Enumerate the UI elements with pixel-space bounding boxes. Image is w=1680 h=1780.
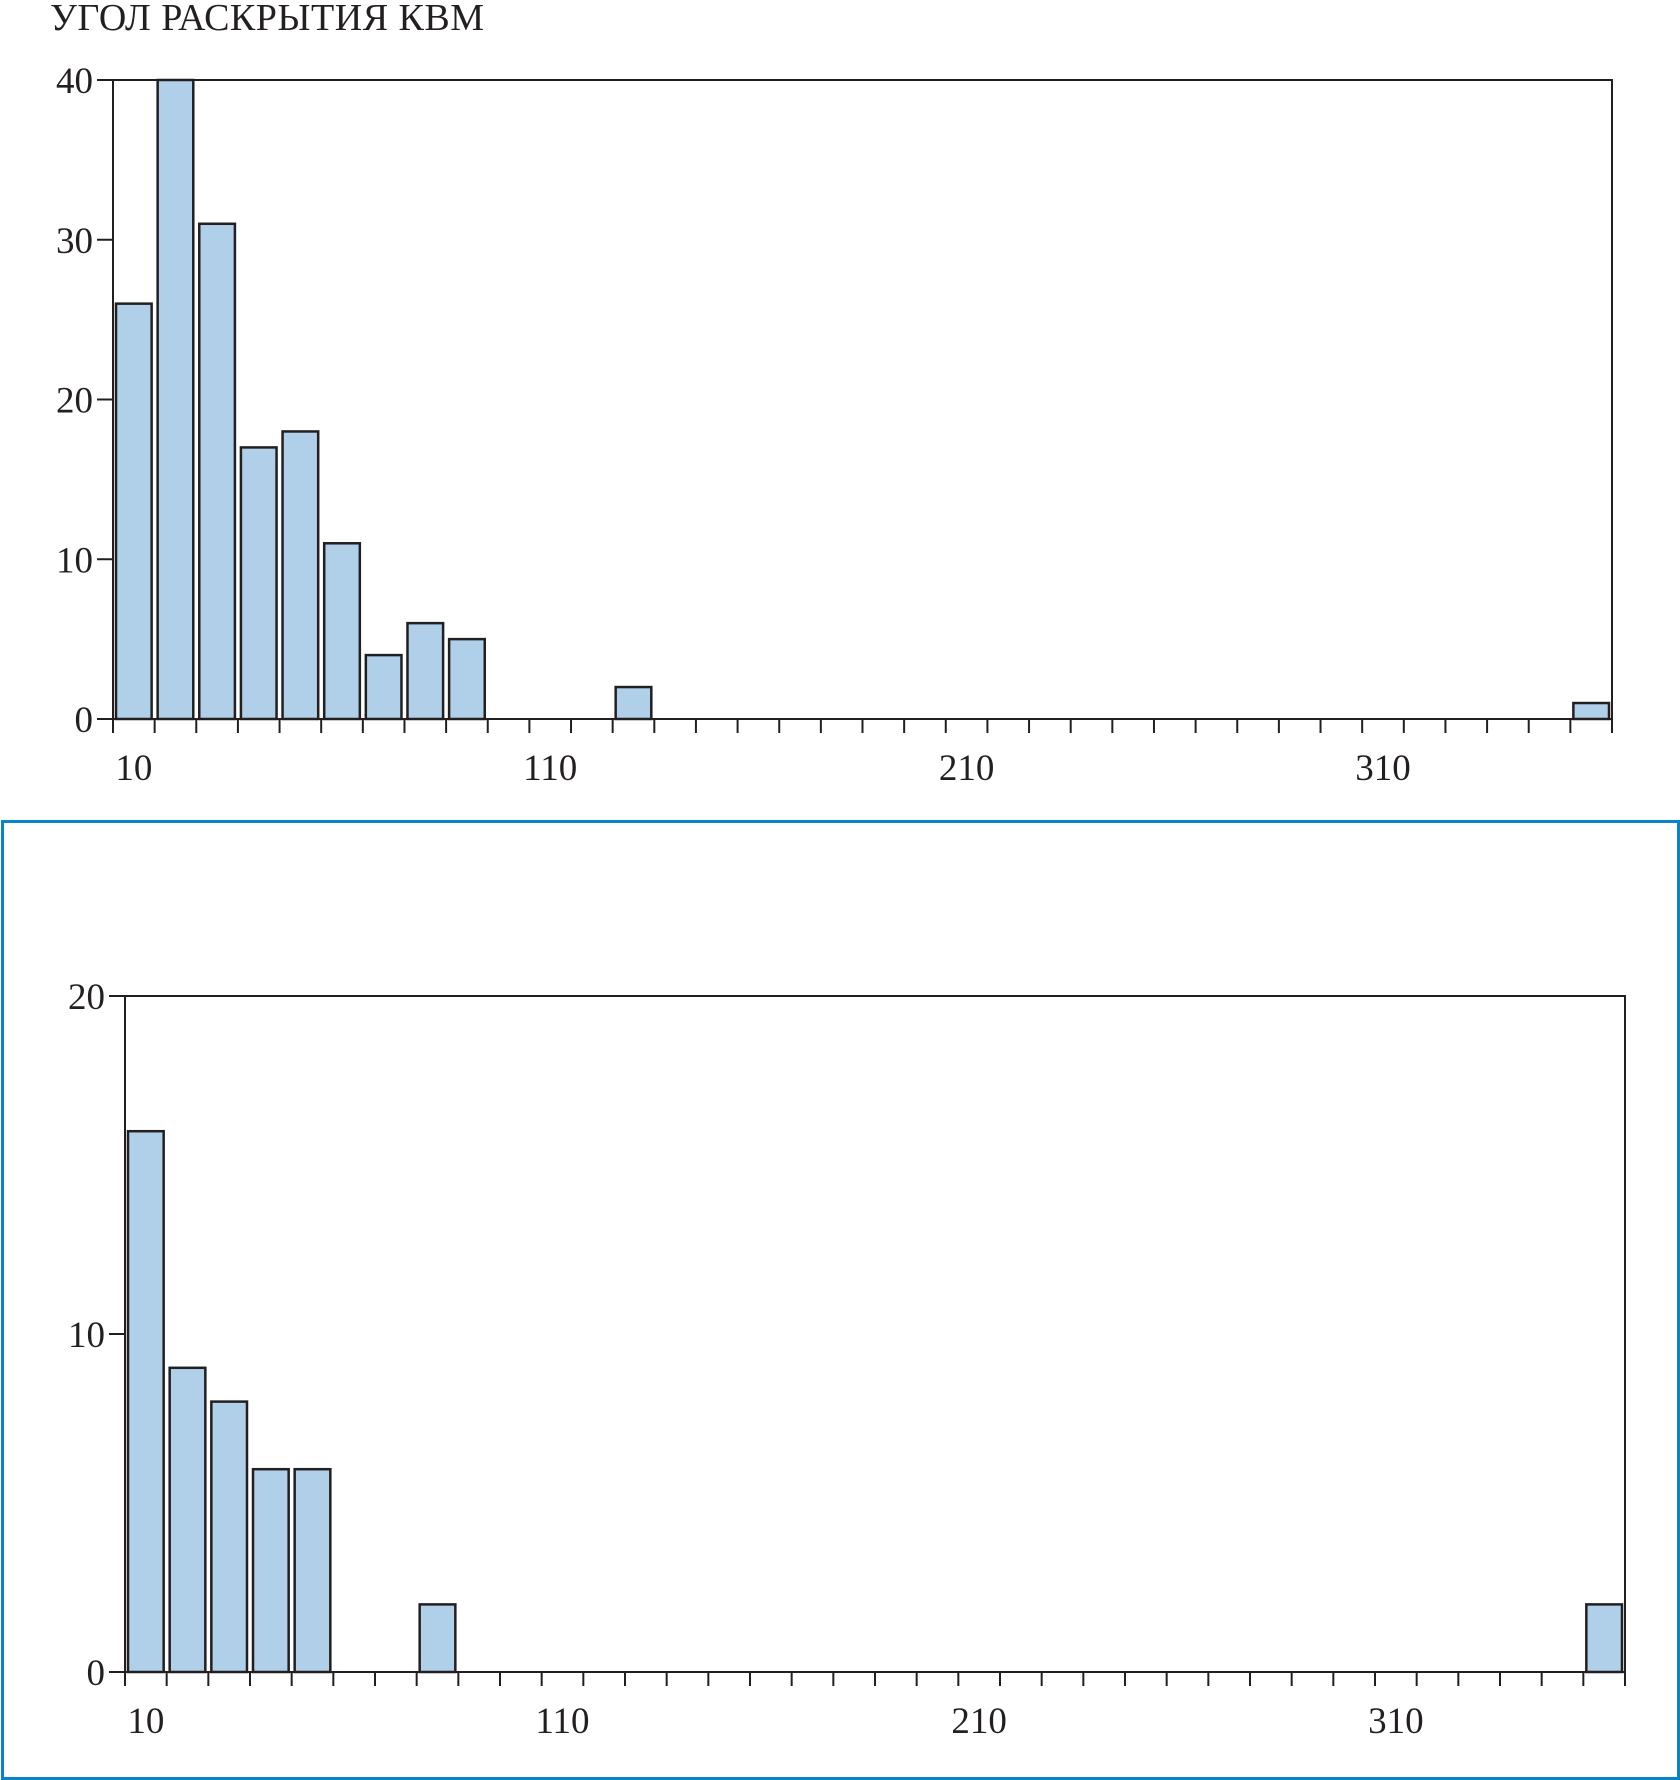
bar [447, 637, 487, 721]
bar [251, 1467, 290, 1674]
bar [364, 653, 403, 721]
y-tick-label: 40 [56, 61, 93, 102]
bar [1585, 1603, 1624, 1674]
x-tick-label: 10 [115, 748, 152, 789]
bar [156, 78, 195, 721]
y-tick-label: 0 [87, 1653, 106, 1694]
bar [1572, 701, 1611, 721]
x-tick-label: 10 [127, 1701, 164, 1742]
chart-title: УГОЛ РАСКРЫТИЯ КВМ [50, 0, 485, 39]
y-tick-label: 0 [75, 700, 94, 741]
bar [210, 1400, 249, 1674]
bar [418, 1603, 457, 1674]
plot-frame [124, 995, 1626, 1673]
x-tick-label: 110 [523, 748, 577, 789]
bar [239, 446, 278, 721]
bar [114, 302, 153, 721]
y-tick-label: 10 [68, 1315, 105, 1356]
chart-2: 10 110 210 310 0 10 20 [68, 977, 1626, 1742]
bar [406, 621, 445, 721]
bar [281, 430, 320, 721]
x-tick-label: 210 [951, 1701, 1007, 1742]
y-tick-label: 10 [56, 540, 93, 581]
chart-1: 10 110 210 310 0 10 20 30 40 [56, 61, 1613, 789]
y-tick-label: 20 [68, 977, 105, 1018]
y-tick-label: 20 [56, 381, 93, 422]
bar [198, 222, 237, 721]
bar [126, 1129, 165, 1674]
y-tick-label: 30 [56, 221, 93, 262]
x-tick-label: 110 [535, 1701, 589, 1742]
bar [293, 1467, 332, 1674]
bar [168, 1366, 207, 1674]
bar [322, 542, 362, 721]
x-tick-label: 310 [1368, 1701, 1424, 1742]
x-tick-label: 310 [1355, 748, 1411, 789]
bar [614, 685, 653, 721]
x-tick-label: 210 [939, 748, 995, 789]
